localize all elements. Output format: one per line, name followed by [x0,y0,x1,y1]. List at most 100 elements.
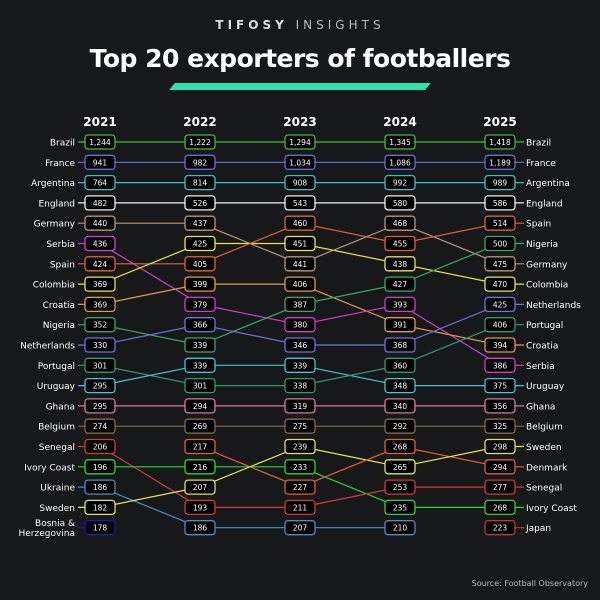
line-nigeria-2024 [399,242,501,285]
value-england-2022: 526 [193,199,208,208]
box-ghana-2024 [384,398,416,414]
box-spain-2024 [384,235,416,252]
value-croatia-2024: 391 [393,321,408,330]
row-label-left-ivory-coast: Ivory Coast [24,463,75,473]
value-denmark-2024: 268 [393,443,408,452]
value-england-2025: 586 [493,199,508,208]
line-serbia-2021 [99,242,201,305]
value-ukraine-2024: 210 [393,524,408,533]
year-label-2024: 2024 [383,115,416,129]
value-sweden-2022: 207 [193,483,208,492]
value-france-2022: 982 [193,158,208,167]
value-england-2023: 543 [293,199,308,208]
line-sweden-2021 [99,486,201,508]
value-sweden-2021: 182 [93,503,108,512]
box-france-2022 [184,154,216,170]
row-label-right-portugal: Portugal [526,321,563,331]
brand-light: INSIGHTS [295,18,385,32]
box-netherlands-2024 [384,337,416,353]
line-croatia-2024 [399,324,501,346]
value-argentina-2021: 764 [93,179,108,188]
row-label-left-belgium: Belgium [38,423,75,433]
box-ivory-coast-2023 [284,459,316,475]
value-croatia-2023: 406 [293,280,308,289]
value-brazil-2022: 1,222 [189,138,211,147]
row-label-left-croatia: Croatia [43,301,75,311]
line-serbia-2022 [199,303,301,326]
box-senegal-2021 [84,438,116,455]
box-portugal-2024 [384,357,416,373]
box-ghana-2022 [184,398,216,414]
box-germany-2025 [484,256,516,272]
value-serbia-2025: 386 [493,361,508,370]
value-netherlands-2023: 346 [293,341,308,350]
box-germany-2021 [84,215,116,231]
value-portugal-2024: 360 [393,361,408,370]
box-argentina-2024 [384,174,416,191]
box-sweden-2023 [284,438,316,455]
box-germany-2024 [384,215,416,231]
box-colombia-2022 [184,235,216,252]
value-germany-2021: 440 [93,219,108,228]
value-belgium-2023: 275 [293,422,308,431]
box-netherlands-2023 [284,337,316,353]
value-england-2021: 482 [93,199,108,208]
value-france-2024: 1,086 [389,158,411,167]
line-portugal-2023 [299,364,401,387]
box-portugal-2021 [84,357,116,373]
value-ghana-2025: 356 [493,402,508,411]
value-portugal-2021: 301 [93,361,108,370]
value-ukraine-2023: 207 [293,524,308,533]
row-label-left-sweden: Sweden [39,504,75,514]
box-uruguay-2024 [384,377,416,394]
line-sweden-2023 [299,445,401,468]
value-germany-2023: 441 [293,260,308,269]
box-ukraine-2023 [284,520,316,536]
line-ivory-coast-2023 [299,466,401,508]
value-uruguay-2025: 375 [493,382,508,391]
box-denmark-2025 [484,459,516,475]
box-uruguay-2025 [484,377,516,394]
box-sweden-2025 [484,438,516,455]
value-ukraine-2022: 186 [193,524,208,533]
box-argentina-2023 [284,174,316,191]
row-label-right-germany: Germany [526,260,568,270]
value-nigeria-2023: 387 [293,300,308,309]
row-label-left-bosnia-herzegovina: Bosnia & Herzegovina [18,519,75,539]
box-brazil-2021 [84,134,116,150]
source-note: Source: Football Observatory [471,579,588,588]
box-portugal-2023 [284,377,316,394]
box-colombia-2024 [384,256,416,272]
value-sweden-2025: 298 [493,443,508,452]
box-netherlands-2025 [484,296,516,313]
box-denmark-2022 [184,438,216,455]
year-label-2022: 2022 [183,115,216,129]
value-colombia-2025: 470 [493,280,508,289]
box-england-2021 [84,195,116,211]
row-label-left-france: France [45,159,75,169]
value-netherlands-2024: 368 [393,341,408,350]
box-ghana-2021 [84,398,116,414]
row-label-left-ukraine: Ukraine [40,484,75,494]
row-label-right-ghana: Ghana [526,402,555,412]
row-label-right-france: France [526,159,556,169]
box-brazil-2024 [384,134,416,150]
row-label-left-germany: Germany [34,220,76,230]
value-germany-2022: 437 [193,219,208,228]
row-label-right-england: England [526,199,563,209]
value-colombia-2024: 438 [393,260,408,269]
box-france-2025 [484,154,516,170]
value-brazil-2024: 1,345 [389,138,411,147]
line-serbia-2023 [299,303,401,326]
line-sweden-2022 [199,445,301,488]
box-argentina-2021 [84,174,116,191]
box-croatia-2025 [484,337,516,353]
row-label-right-spain: Spain [526,220,551,230]
box-sweden-2024 [384,459,416,475]
box-uruguay-2021 [84,377,116,394]
value-serbia-2024: 393 [393,300,408,309]
box-nigeria-2022 [184,337,216,353]
row-label-right-argentina: Argentina [526,179,570,189]
box-portugal-2025 [484,317,516,333]
value-netherlands-2021: 330 [93,341,108,350]
